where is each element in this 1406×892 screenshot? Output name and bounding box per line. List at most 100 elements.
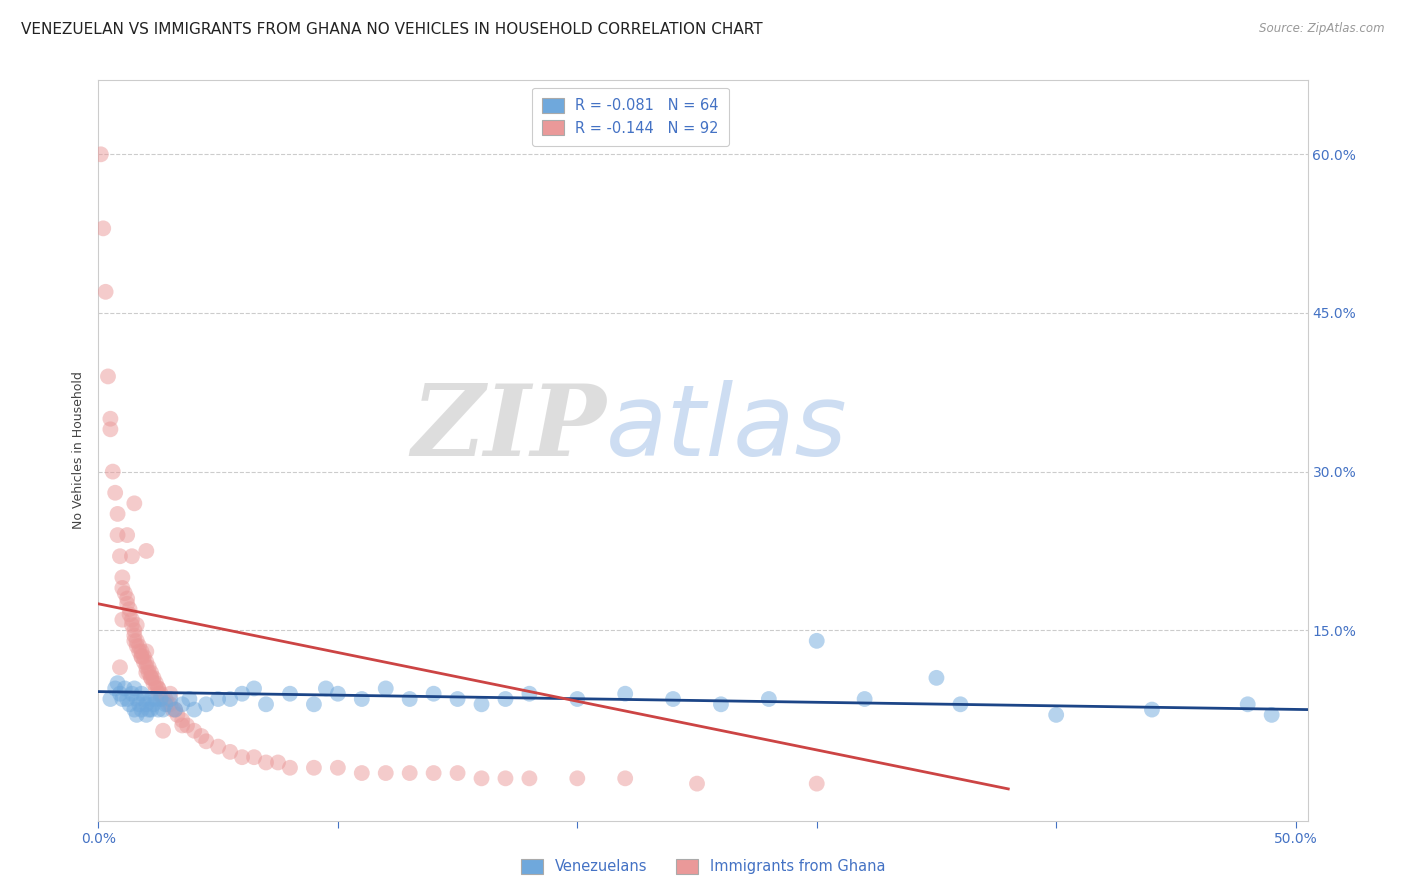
Point — [231, 687, 253, 701]
Point — [90, 147, 112, 161]
Point — [207, 692, 229, 706]
Point — [139, 671, 162, 685]
Point — [243, 750, 266, 764]
Point — [131, 703, 153, 717]
Point — [124, 633, 146, 648]
Point — [124, 629, 146, 643]
Point — [131, 644, 153, 658]
Point — [446, 692, 468, 706]
Point — [302, 761, 325, 775]
Point — [111, 581, 134, 595]
Point — [495, 772, 517, 786]
Point — [853, 692, 876, 706]
Text: VENEZUELAN VS IMMIGRANTS FROM GHANA NO VEHICLES IN HOUSEHOLD CORRELATION CHART: VENEZUELAN VS IMMIGRANTS FROM GHANA NO V… — [21, 22, 762, 37]
Point — [128, 639, 150, 653]
Point — [107, 507, 129, 521]
Point — [139, 692, 162, 706]
Point — [162, 703, 184, 717]
Point — [138, 703, 160, 717]
Point — [124, 681, 146, 696]
Point — [243, 681, 266, 696]
Point — [422, 687, 444, 701]
Point — [159, 698, 181, 712]
Point — [156, 698, 179, 712]
Point — [925, 671, 948, 685]
Point — [121, 549, 143, 564]
Legend: Venezuelans, Immigrants from Ghana: Venezuelans, Immigrants from Ghana — [515, 853, 891, 880]
Point — [172, 698, 194, 712]
Point — [118, 698, 141, 712]
Point — [190, 729, 212, 743]
Point — [100, 692, 122, 706]
Text: atlas: atlas — [606, 380, 848, 476]
Point — [374, 766, 396, 780]
Point — [138, 660, 160, 674]
Point — [131, 649, 153, 664]
Point — [614, 772, 637, 786]
Point — [195, 734, 218, 748]
Point — [135, 644, 157, 658]
Point — [567, 772, 589, 786]
Point — [121, 618, 143, 632]
Point — [949, 698, 972, 712]
Point — [254, 698, 277, 712]
Point — [115, 591, 138, 606]
Point — [107, 676, 129, 690]
Point — [121, 687, 143, 701]
Point — [97, 369, 120, 384]
Point — [142, 671, 165, 685]
Point — [142, 698, 165, 712]
Point — [163, 703, 186, 717]
Point — [710, 698, 733, 712]
Point — [1236, 698, 1258, 712]
Text: ZIP: ZIP — [412, 380, 606, 476]
Point — [94, 285, 117, 299]
Point — [219, 745, 242, 759]
Point — [806, 776, 828, 791]
Point — [163, 703, 186, 717]
Point — [446, 766, 468, 780]
Point — [267, 756, 290, 770]
Point — [114, 681, 136, 696]
Point — [278, 761, 301, 775]
Point — [152, 692, 174, 706]
Point — [121, 613, 143, 627]
Point — [115, 528, 138, 542]
Point — [104, 681, 127, 696]
Point — [148, 681, 170, 696]
Point — [326, 687, 349, 701]
Point — [132, 692, 155, 706]
Point — [155, 698, 177, 712]
Y-axis label: No Vehicles in Household: No Vehicles in Household — [72, 372, 86, 529]
Point — [1045, 707, 1067, 722]
Point — [111, 570, 134, 584]
Point — [125, 692, 148, 706]
Point — [145, 676, 167, 690]
Point — [519, 772, 541, 786]
Point — [758, 692, 780, 706]
Point — [139, 671, 162, 685]
Point — [135, 707, 157, 722]
Text: Source: ZipAtlas.com: Source: ZipAtlas.com — [1260, 22, 1385, 36]
Point — [149, 692, 172, 706]
Point — [1140, 703, 1163, 717]
Point — [100, 411, 122, 425]
Point — [207, 739, 229, 754]
Point — [172, 718, 194, 732]
Point — [806, 633, 828, 648]
Point — [125, 707, 148, 722]
Point — [374, 681, 396, 696]
Point — [315, 681, 337, 696]
Point — [662, 692, 685, 706]
Point — [398, 692, 420, 706]
Point — [125, 618, 148, 632]
Point — [135, 544, 157, 558]
Point — [91, 221, 114, 235]
Point — [350, 692, 373, 706]
Point — [125, 633, 148, 648]
Point — [111, 613, 134, 627]
Point — [108, 687, 131, 701]
Point — [148, 703, 170, 717]
Point — [302, 698, 325, 712]
Point — [148, 681, 170, 696]
